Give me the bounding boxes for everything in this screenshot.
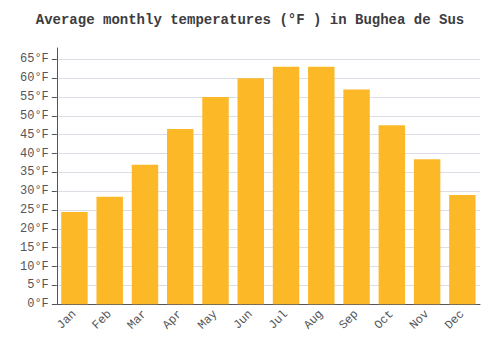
svg-text:25°F: 25°F <box>20 203 49 217</box>
svg-text:45°F: 45°F <box>20 128 49 142</box>
svg-text:65°F: 65°F <box>20 52 49 66</box>
svg-text:0°F: 0°F <box>27 297 49 311</box>
svg-text:30°F: 30°F <box>20 184 49 198</box>
svg-text:35°F: 35°F <box>20 165 49 179</box>
svg-text:Apr: Apr <box>160 307 185 332</box>
svg-text:Mar: Mar <box>125 307 150 332</box>
svg-text:May: May <box>195 307 220 332</box>
svg-text:Average monthly temperatures (: Average monthly temperatures (°F ) in Bu… <box>36 12 464 28</box>
svg-text:Jul: Jul <box>266 307 291 332</box>
svg-text:Nov: Nov <box>407 307 432 332</box>
svg-text:5°F: 5°F <box>27 278 49 292</box>
svg-text:50°F: 50°F <box>20 109 49 123</box>
svg-text:Feb: Feb <box>89 307 114 332</box>
svg-text:Aug: Aug <box>301 307 326 332</box>
svg-text:60°F: 60°F <box>20 71 49 85</box>
svg-text:15°F: 15°F <box>20 241 49 255</box>
svg-text:Dec: Dec <box>442 307 467 332</box>
svg-text:10°F: 10°F <box>20 260 49 274</box>
svg-text:55°F: 55°F <box>20 90 49 104</box>
svg-text:Sep: Sep <box>336 307 361 332</box>
svg-text:20°F: 20°F <box>20 222 49 236</box>
svg-text:40°F: 40°F <box>20 147 49 161</box>
svg-text:Oct: Oct <box>372 307 397 332</box>
svg-text:Jun: Jun <box>231 307 256 332</box>
svg-text:Jan: Jan <box>54 307 79 332</box>
